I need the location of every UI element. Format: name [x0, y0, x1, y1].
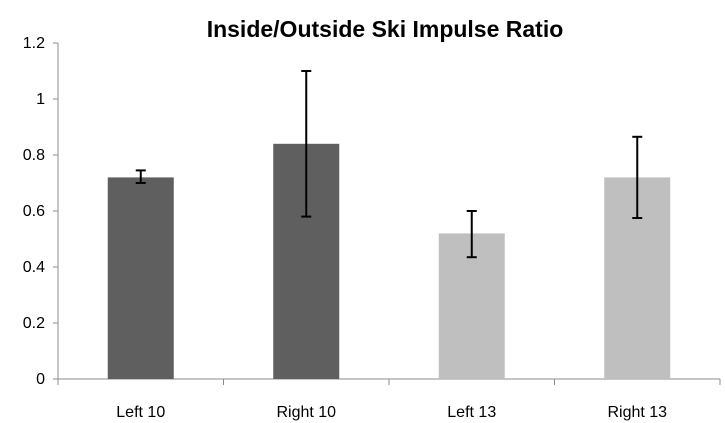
y-tick-label: 0.8: [23, 147, 45, 164]
y-tick-label: 1: [36, 91, 45, 108]
bars: [107, 143, 671, 379]
chart-title: Inside/Outside Ski Impulse Ratio: [207, 16, 564, 42]
bar: [107, 177, 174, 379]
x-axis-ticks: [57, 379, 721, 385]
x-tick-label: Right 13: [607, 404, 667, 421]
x-tick-label: Right 10: [276, 404, 336, 421]
x-axis-labels: Left 10 Right 10 Left 13 Right 13: [116, 404, 667, 421]
error-bars: [135, 70, 643, 259]
x-tick-label: Left 10: [116, 404, 165, 421]
y-tick-label: 1.2: [23, 35, 45, 52]
y-tick-label: 0.6: [23, 203, 45, 220]
x-tick-label: Left 13: [447, 404, 496, 421]
y-axis-ticks: 0 0.2 0.4 0.6 0.8 1 1.2: [23, 35, 58, 388]
y-tick-label: 0: [36, 371, 45, 388]
y-tick-label: 0.4: [23, 259, 45, 276]
y-tick-label: 0.2: [23, 315, 45, 332]
